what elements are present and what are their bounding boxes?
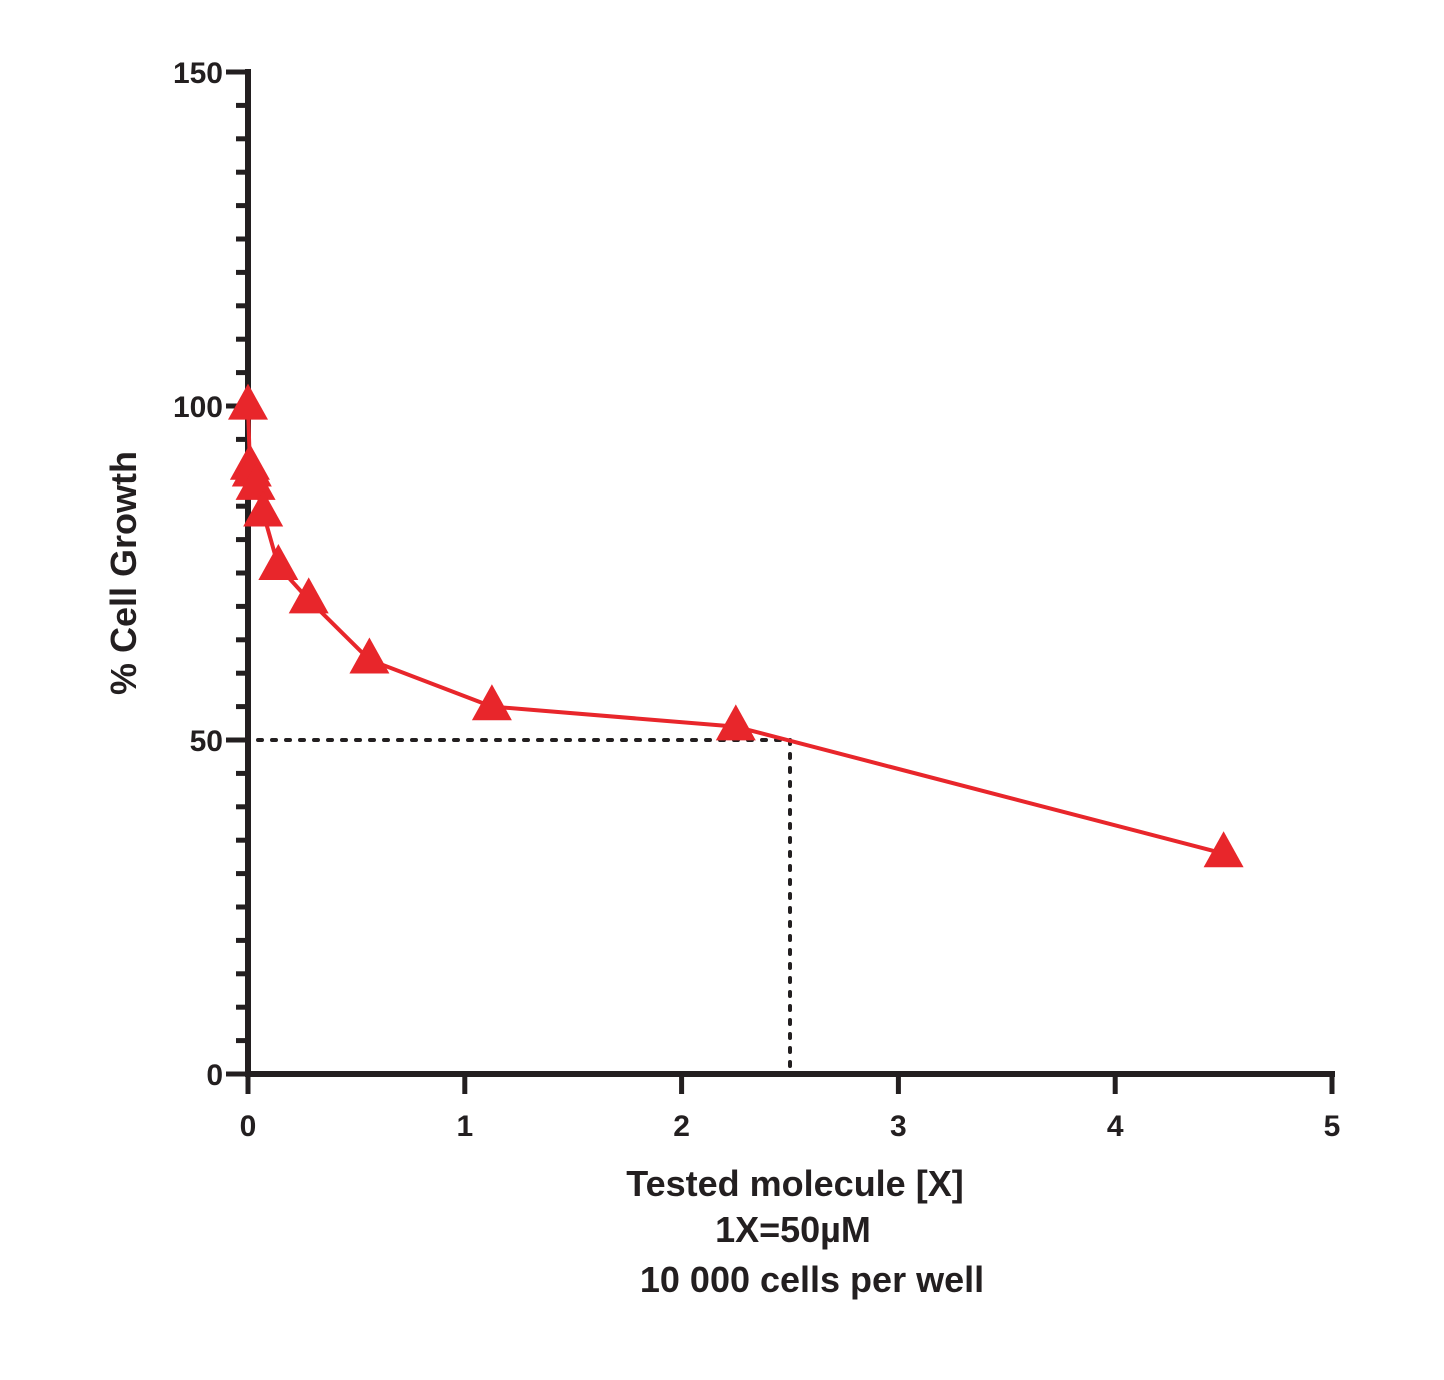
series-line — [246, 405, 1225, 856]
y-axis-title: % Cell Growth — [103, 451, 144, 695]
y-tick-label: 100 — [173, 391, 223, 424]
y-tick-label: 50 — [190, 725, 223, 758]
x-ticks: 0 1 2 3 4 5 — [240, 1074, 1341, 1143]
axes: 0 50 100 150 0 1 2 3 4 5 — [173, 57, 1340, 1143]
x-axis-title-line-3: 10 000 cells per well — [640, 1259, 984, 1300]
x-tick-label: 0 — [240, 1110, 257, 1143]
x-tick-label: 4 — [1107, 1110, 1124, 1143]
data-point-triangle — [243, 490, 284, 527]
data-point-triangle — [288, 577, 329, 614]
x-tick-label: 1 — [456, 1110, 473, 1143]
data-point-triangle — [349, 637, 390, 674]
data-point-triangle — [228, 383, 268, 420]
data-point-triangle — [1203, 831, 1244, 868]
x-tick-label: 2 — [673, 1110, 690, 1143]
y-tick-label: 150 — [173, 57, 223, 90]
ic50-reference-lines — [256, 738, 792, 1072]
x-axis-title-line-2: 1X=50µM — [715, 1209, 871, 1250]
x-axis-title-line-1: Tested molecule [X] — [626, 1163, 963, 1204]
series-group — [228, 383, 1244, 868]
data-point-triangle — [471, 684, 512, 721]
data-point-triangle — [235, 463, 276, 500]
data-point-triangle — [258, 544, 299, 580]
data-point-triangle — [715, 704, 756, 741]
y-tick-label: 0 — [206, 1059, 223, 1092]
y-ticks: 0 50 100 150 — [173, 57, 248, 1092]
x-tick-label: 5 — [1324, 1110, 1341, 1143]
x-tick-label: 3 — [890, 1110, 907, 1143]
